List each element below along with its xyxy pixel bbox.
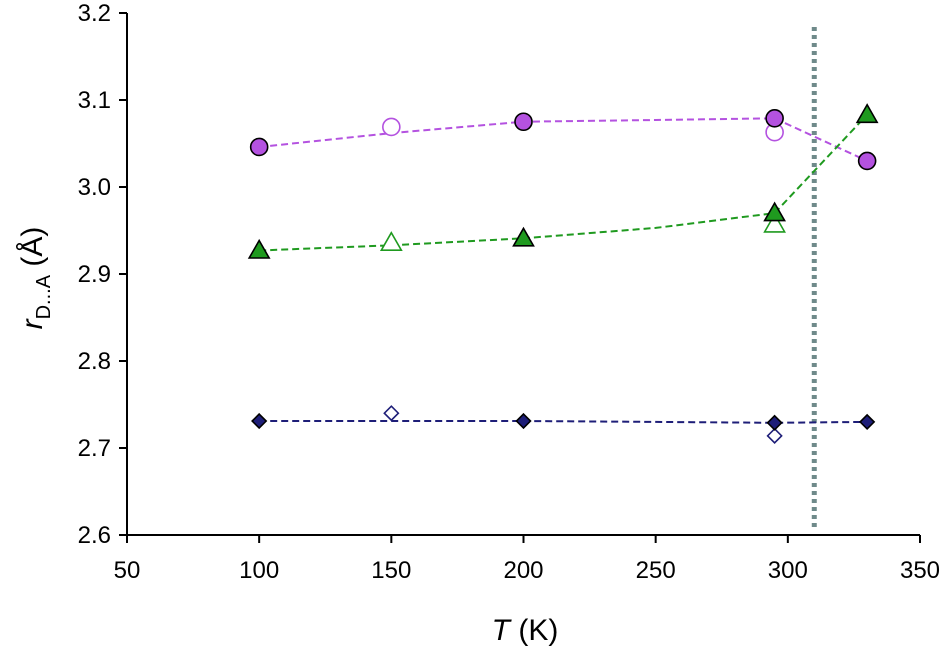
y-tick-label: 2.8	[78, 348, 111, 375]
x-tick-label: 250	[636, 557, 676, 584]
y-tick-label: 3.2	[78, 0, 111, 27]
x-axis-title-var: T	[492, 614, 513, 647]
y-axis-title-var: r	[16, 318, 49, 329]
open-diamond-point	[766, 427, 783, 444]
y-tick-label: 3.1	[78, 87, 111, 114]
axes: 50 100 150 200 250 300 350 2.6 2.7 2.8 2.9 3.0 3.1 3.…	[78, 0, 940, 584]
circle-series-line	[259, 117, 868, 162]
y-axis-title-unit: (Å)	[16, 227, 49, 275]
x-tick-label: 150	[371, 557, 411, 584]
x-tick-label: 50	[114, 557, 141, 584]
y-tick-label: 2.7	[78, 435, 111, 462]
filled-diamond-point	[859, 413, 876, 431]
filled-circle-point	[765, 108, 784, 128]
filled-diamond-point	[251, 412, 268, 430]
x-tick-label: 350	[900, 557, 940, 584]
diamond-series-line	[259, 420, 868, 424]
x-axis-title-unit: (K)	[510, 614, 558, 647]
x-tick-label: 100	[239, 557, 279, 584]
open-triangle-point	[379, 231, 403, 251]
filled-diamond-point	[766, 414, 783, 431]
series-lines-layer	[259, 114, 868, 424]
x-axis-title: T (K)	[492, 614, 559, 647]
filled-triangle-point	[247, 238, 271, 259]
filled-circle-point	[857, 151, 877, 171]
filled-triangle-point	[763, 201, 786, 222]
y-tick-label: 2.9	[78, 261, 111, 288]
y-axis-title: rD...A (Å)	[16, 227, 55, 330]
x-tick-label: 200	[503, 557, 543, 584]
filled-circle-point	[249, 137, 269, 157]
filled-circle-point	[514, 112, 533, 132]
y-tick-label: 2.6	[78, 522, 111, 549]
filled-triangle-point	[512, 226, 535, 247]
series-points-layer	[247, 103, 879, 444]
open-circle-point	[382, 117, 401, 137]
y-axis-title-sub: D...A	[33, 274, 55, 319]
x-tick-label: 300	[768, 557, 808, 584]
filled-triangle-point	[855, 103, 879, 124]
y-tick-label: 3.0	[78, 174, 111, 201]
open-triangle-point	[763, 212, 786, 233]
triangle-series-line	[259, 114, 868, 252]
open-diamond-point	[383, 405, 400, 422]
filled-diamond-point	[515, 412, 532, 430]
